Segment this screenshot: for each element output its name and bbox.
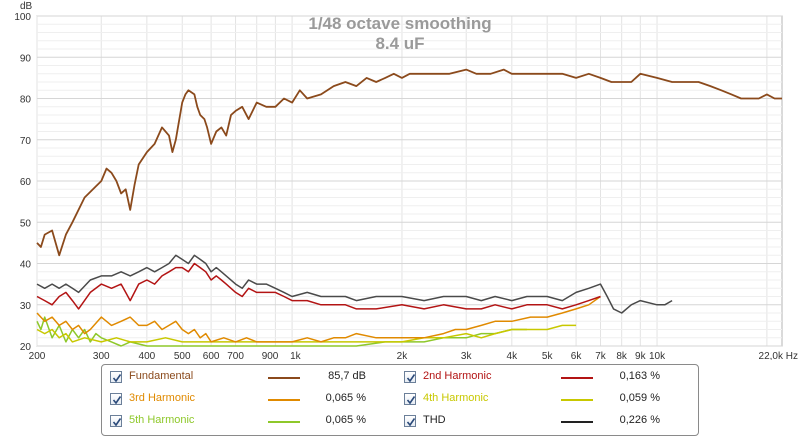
y-tick-label: 20 [20,342,32,353]
x-tick-label: 3k [461,351,473,360]
legend-item-thd[interactable]: THD 0,226 % [404,414,694,432]
legend-swatch [561,377,593,379]
series-line-2nd-harmonic [36,262,601,310]
legend-swatch [561,421,593,423]
chart-title: 1/48 octave smoothing [308,14,491,33]
grid [36,15,782,347]
x-tick-label: 22,0k Hz [759,351,798,360]
x-tick-labels: 200 300 400 500 600 700 900 1k 2k 3k 4k 5k 6k 7k 8k 9k 1… [29,351,798,360]
legend-swatch [268,377,300,379]
x-tick-label: 900 [262,351,279,360]
legend-value: 0,065 % [325,414,366,426]
y-tick-label: 90 [20,53,32,64]
y-tick-label: 100 [14,12,31,23]
legend-swatch [268,421,300,423]
y-tick-label: 40 [20,260,32,271]
series-line-thd [36,254,673,314]
checkmark-icon [406,374,416,383]
y-tick-label: 70 [20,136,32,147]
legend-value: 0,163 % [619,370,660,382]
y-tick-label: 50 [20,218,32,229]
x-tick-label: 5k [542,351,554,360]
legend-value: 0,226 % [619,414,660,426]
x-tick-label: 700 [227,351,244,360]
checkmark-icon [406,396,416,405]
legend-item-4th-harmonic[interactable]: 4th Harmonic 0,059 % [404,392,694,410]
5th-harmonic-checkbox[interactable] [110,415,122,427]
x-tick-label: 600 [203,351,220,360]
legend-label: 3rd Harmonic [129,392,196,404]
legend-item-5th-harmonic[interactable]: 5th Harmonic 0,065 % [110,414,400,432]
legend-label: 5th Harmonic [129,414,195,426]
checkmark-icon [112,418,122,427]
4th-harmonic-checkbox[interactable] [404,393,416,405]
fundamental-checkbox[interactable] [110,371,122,383]
legend-value: 85,7 dB [328,370,366,382]
y-tick-labels: 20 30 40 50 60 70 80 90 100 [14,12,31,353]
y-tick-label: 80 [20,95,32,106]
y-tick-label: 30 [20,301,32,312]
legend-swatch [561,399,593,401]
legend-label: Fundamental [129,370,194,382]
series-line-fundamental [36,68,782,257]
legend-item-2nd-harmonic[interactable]: 2nd Harmonic 0,163 % [404,370,694,388]
legend-item-fundamental[interactable]: Fundamental 85,7 dB [110,370,400,388]
x-tick-label: 9k [635,351,647,360]
chart-subtitle: 8.4 uF [375,34,424,53]
series-line-3rd-harmonic [36,295,601,343]
x-tick-label: 300 [93,351,110,360]
legend-item-3rd-harmonic[interactable]: 3rd Harmonic 0,065 % [110,392,400,410]
x-tick-label: 4k [507,351,519,360]
series-lines [36,68,782,347]
chart: 20 30 40 50 60 70 80 90 100 200 300 400 500 600 700 90… [14,1,798,360]
thd-checkbox[interactable] [404,415,416,427]
x-tick-label: 400 [139,351,156,360]
y-axis-label: dB [20,1,33,12]
legend-value: 0,059 % [619,392,660,404]
legend-value: 0,065 % [325,392,366,404]
3rd-harmonic-checkbox[interactable] [110,393,122,405]
2nd-harmonic-checkbox[interactable] [404,371,416,383]
checkmark-icon [406,418,416,427]
x-tick-label: 8k [616,351,628,360]
x-tick-label: 500 [174,351,191,360]
checkmark-icon [112,374,122,383]
x-tick-label: 1k [290,351,302,360]
legend-label: 4th Harmonic [423,392,489,404]
legend-swatch [268,399,300,401]
legend-label: THD [423,414,446,426]
x-tick-label: 2k [397,351,409,360]
x-tick-label: 10k [649,351,666,360]
y-tick-label: 60 [20,177,32,188]
x-tick-label: 7k [595,351,607,360]
x-tick-label: 6k [571,351,583,360]
legend-label: 2nd Harmonic [423,370,492,382]
checkmark-icon [112,396,122,405]
series-line-5th-harmonic [36,316,527,347]
legend-panel: Fundamental 85,7 dB 2nd Harmonic 0,163 %… [101,364,699,436]
x-tick-label: 200 [29,351,46,360]
